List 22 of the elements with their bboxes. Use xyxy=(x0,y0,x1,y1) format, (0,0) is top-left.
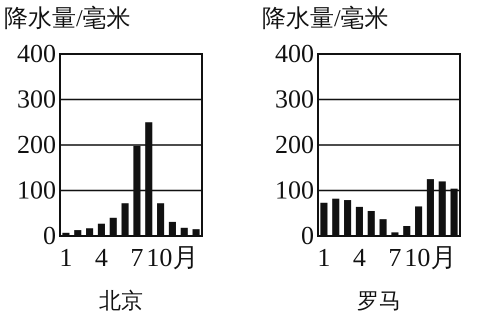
y-axis-title: 降水量/毫米 xyxy=(4,5,131,32)
y-tick-label: 100 xyxy=(17,176,56,204)
y-tick-label: 200 xyxy=(17,130,56,159)
y-tick-label: 0 xyxy=(43,221,56,250)
y-tick-label: 400 xyxy=(275,39,314,68)
x-tick-label: 7 xyxy=(388,243,402,272)
x-tick-label: 7 xyxy=(130,243,144,272)
x-tick-label: 1 xyxy=(317,243,330,272)
y-tick-label: 300 xyxy=(17,84,56,114)
y-tick-label: 300 xyxy=(275,84,314,114)
x-tick-label: 4 xyxy=(352,243,366,272)
y-axis-title: 降水量/毫米 xyxy=(262,5,389,32)
y-tick-label: 0 xyxy=(301,221,314,250)
x-tick-label: 10月 xyxy=(404,243,456,272)
x-tick-label: 4 xyxy=(94,243,108,272)
y-tick-label: 100 xyxy=(275,176,314,204)
text: 北京 xyxy=(99,288,143,313)
x-tick-label: 10月 xyxy=(146,243,198,272)
y-tick-label: 200 xyxy=(275,130,314,159)
x-tick-label: 1 xyxy=(59,243,72,272)
y-tick-label: 400 xyxy=(17,39,56,68)
text: 罗马 xyxy=(357,288,401,313)
